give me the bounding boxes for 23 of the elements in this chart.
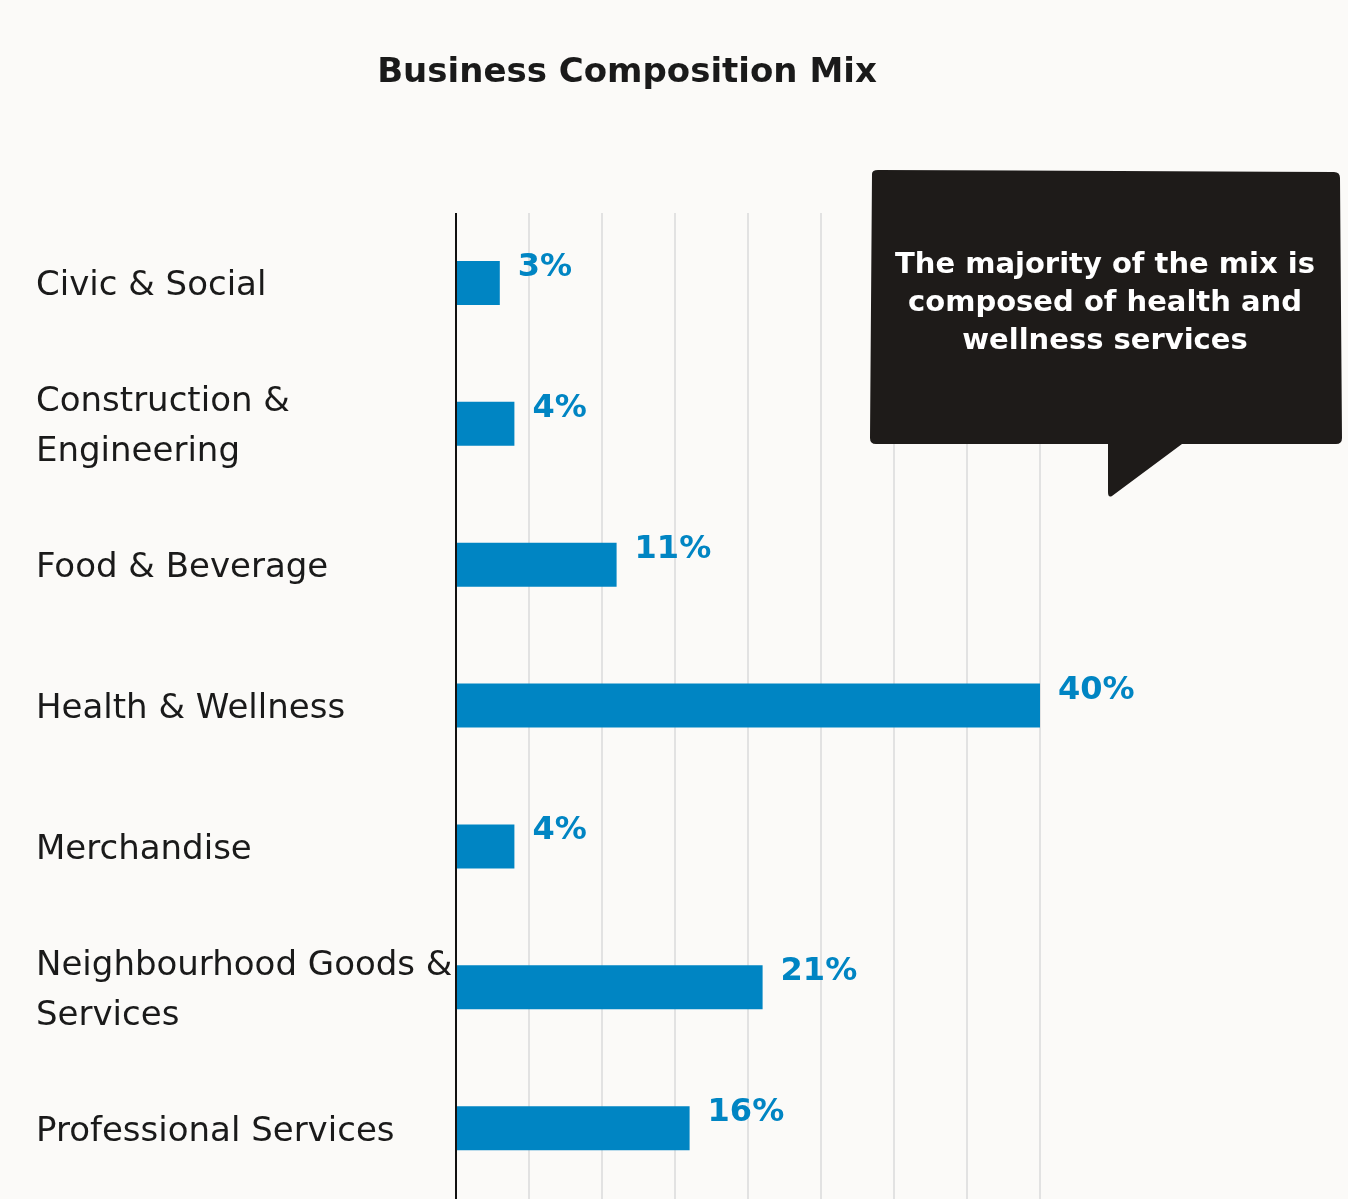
bar bbox=[456, 683, 1040, 728]
data-label: 16% bbox=[707, 1091, 785, 1130]
y-tick-label: Health & Wellness bbox=[36, 686, 346, 726]
bar bbox=[456, 1106, 690, 1151]
annotation: The majority of the mix is composed of health and wellness services bbox=[894, 245, 1316, 358]
y-tick-label: Professional Services bbox=[36, 1108, 395, 1149]
bar bbox=[456, 965, 763, 1010]
data-label: 3% bbox=[517, 246, 573, 284]
bar bbox=[456, 542, 617, 587]
y-tick-label: Construction & Engineering bbox=[36, 379, 290, 470]
data-label: 4% bbox=[532, 386, 587, 425]
chart-title: Business Composition Mix bbox=[376, 50, 878, 90]
data-label: 40% bbox=[1058, 668, 1135, 707]
y-tick-label: Merchandise bbox=[36, 826, 252, 867]
data-label: 4% bbox=[532, 809, 587, 848]
y-tick-label: Neighbourhood Goods & Services bbox=[36, 942, 453, 1033]
bar bbox=[456, 824, 515, 869]
bar bbox=[456, 261, 500, 305]
y-tick-label: Food & Beverage bbox=[36, 545, 329, 586]
y-tick-label: Civic & Social bbox=[36, 263, 267, 304]
data-label: 11% bbox=[634, 527, 712, 566]
data-label: 21% bbox=[780, 950, 858, 989]
bar bbox=[456, 401, 515, 446]
